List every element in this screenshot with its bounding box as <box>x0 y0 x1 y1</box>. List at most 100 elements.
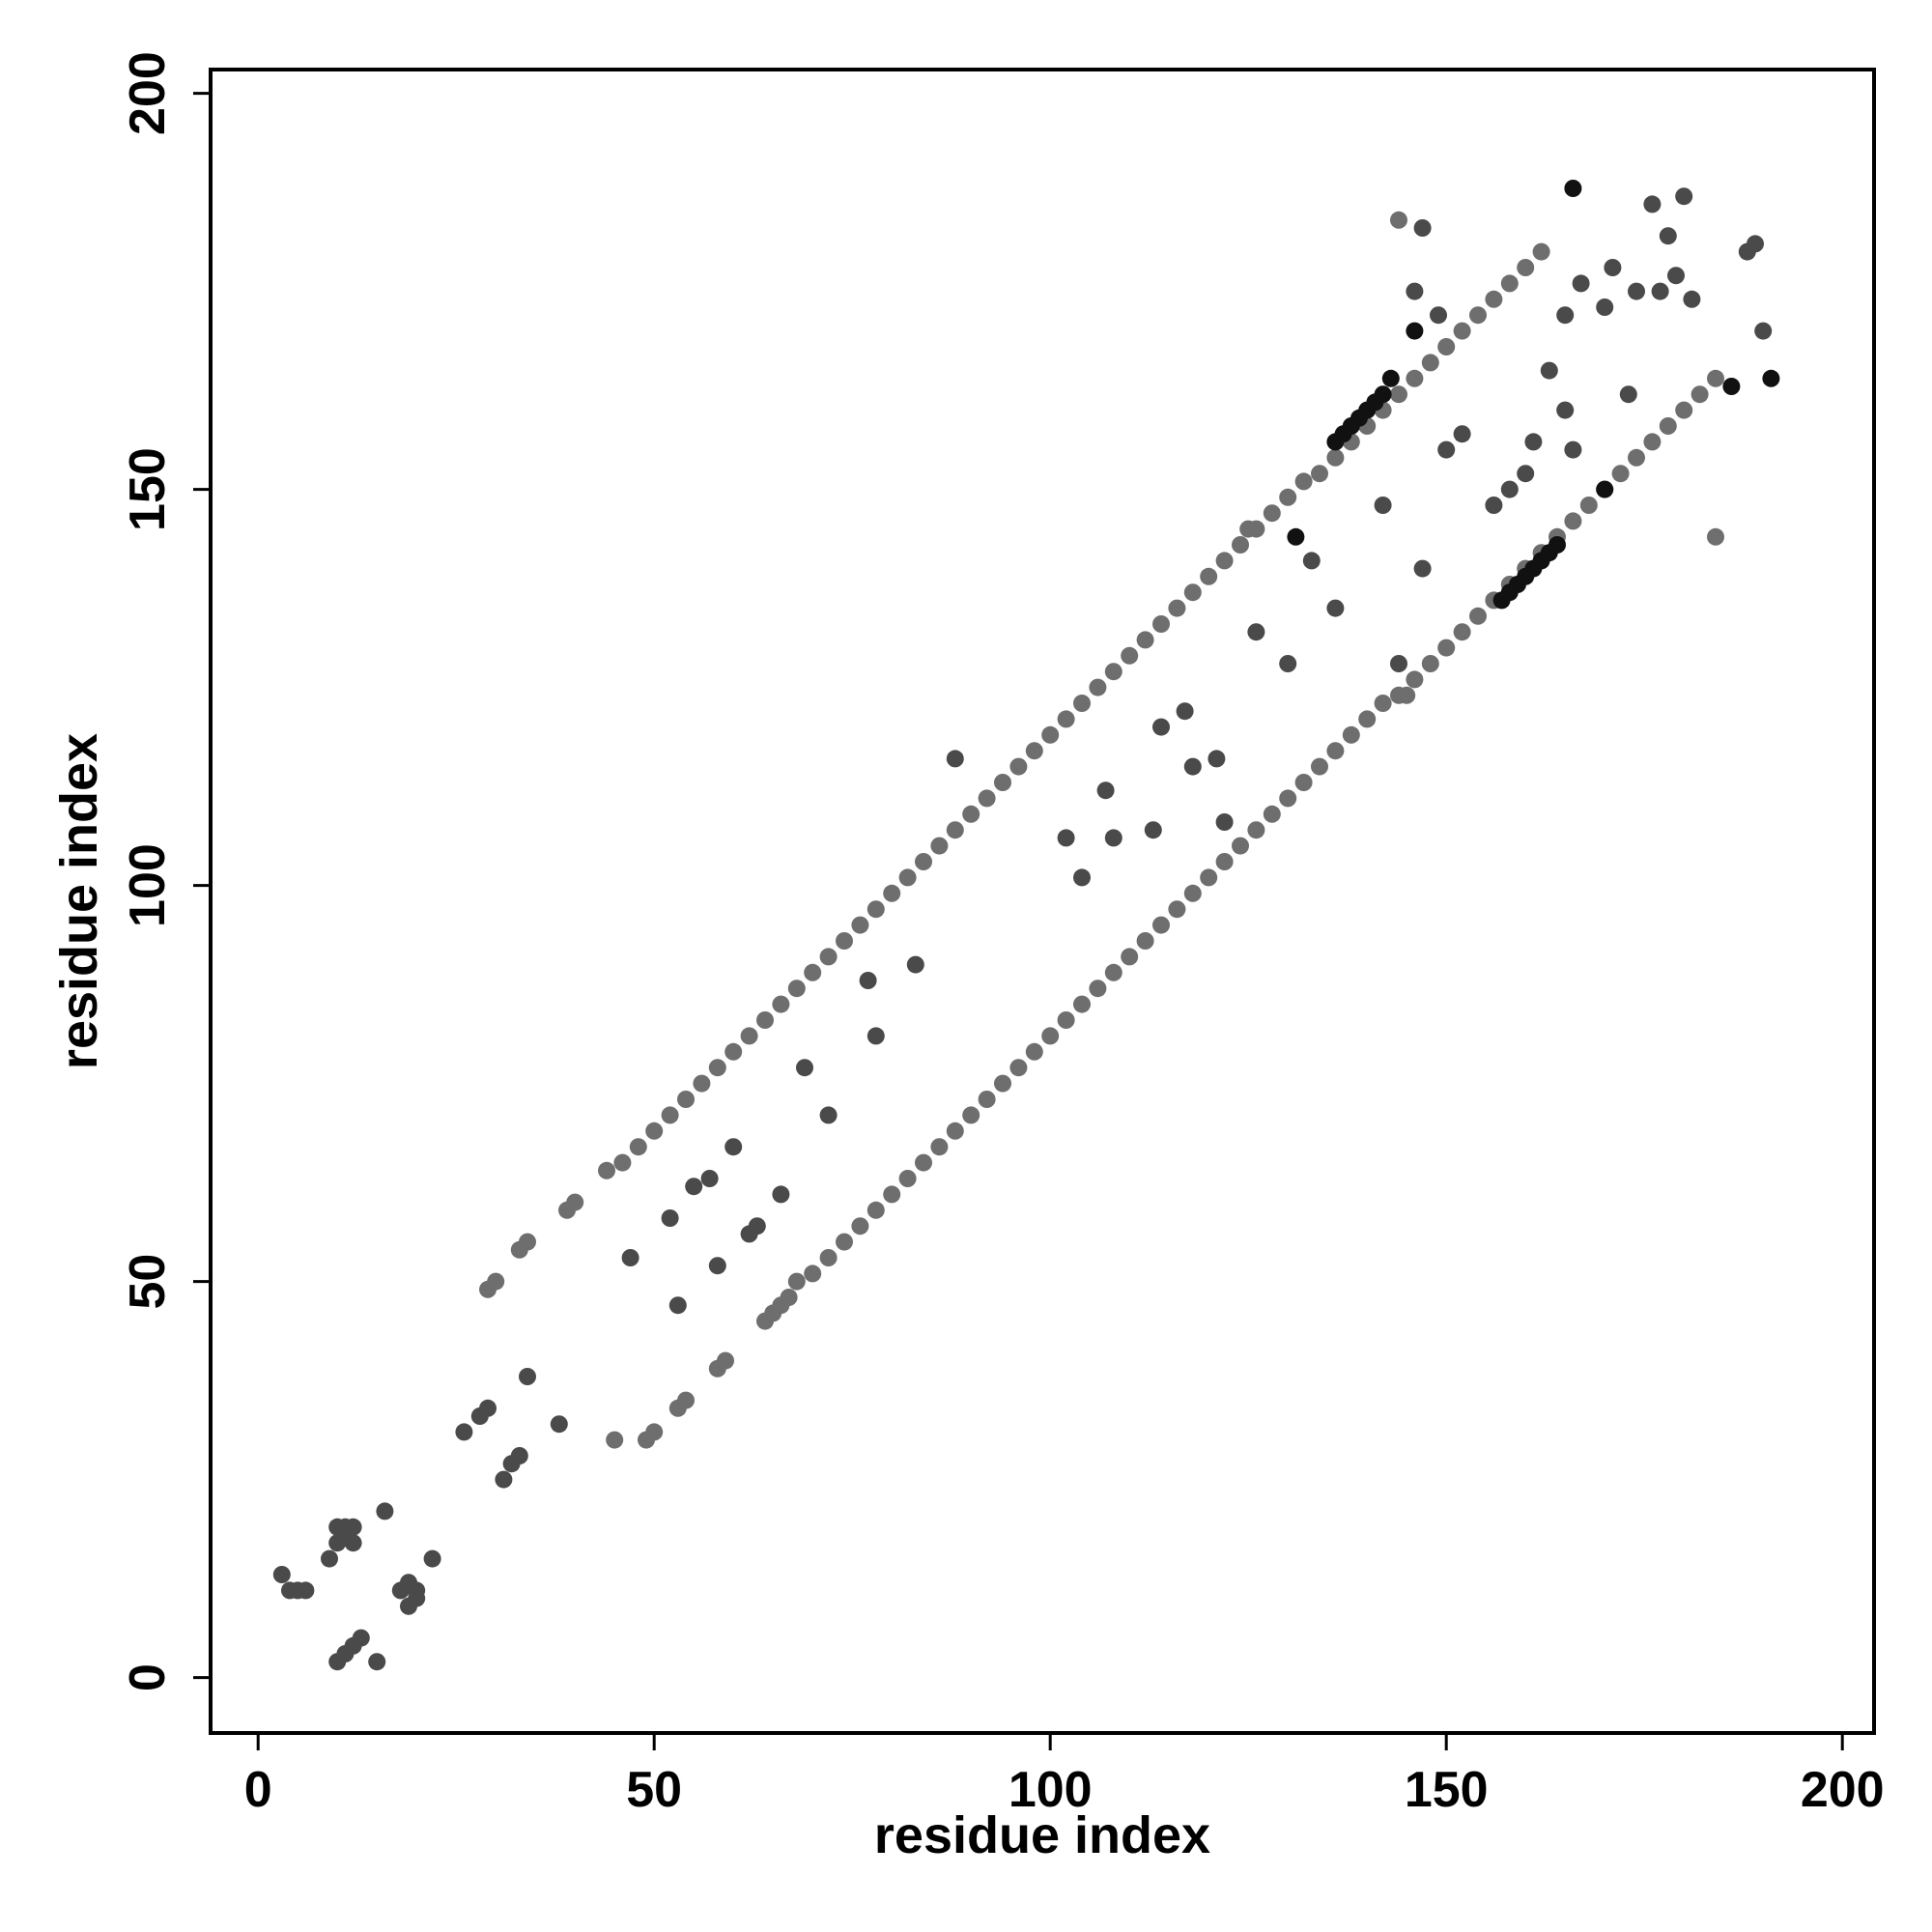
contact-point <box>1517 465 1535 483</box>
contact-point <box>1667 267 1685 285</box>
x-tick-label: 50 <box>626 1762 682 1818</box>
contact-point <box>717 1351 734 1370</box>
contact-point <box>1104 829 1122 847</box>
contact-point <box>1073 995 1091 1013</box>
contact-point <box>700 1170 719 1187</box>
contact-point <box>668 1296 687 1315</box>
contact-point <box>1579 497 1598 514</box>
contact-point <box>1168 900 1186 919</box>
contact-point <box>519 1233 536 1251</box>
contact-point <box>566 1193 584 1211</box>
contact-point <box>1073 695 1091 712</box>
contact-point <box>1263 805 1281 823</box>
y-tick-label: 50 <box>120 1254 176 1310</box>
contact-point <box>1437 639 1456 657</box>
contact-point <box>708 1059 726 1077</box>
contact-point <box>1381 369 1400 387</box>
contact-point <box>487 1272 505 1291</box>
contact-point <box>1390 385 1407 404</box>
contact-point <box>1326 448 1345 467</box>
contact-point <box>1208 750 1226 768</box>
contact-point <box>898 868 917 887</box>
contact-point <box>1311 465 1328 483</box>
contact-point <box>368 1653 386 1671</box>
contact-point <box>1057 710 1075 728</box>
contact-point <box>693 1074 711 1093</box>
x-tick-label: 0 <box>244 1762 272 1818</box>
contact-point <box>408 1589 426 1607</box>
contact-point <box>724 1042 743 1061</box>
contact-point <box>1707 527 1724 546</box>
contact-point <box>1089 678 1107 696</box>
x-axis: 0 50 100 150 200 <box>244 1733 1885 1818</box>
contact-point <box>645 1423 664 1441</box>
contact-point <box>621 1249 639 1266</box>
contact-point <box>1406 670 1424 689</box>
contact-point <box>1517 259 1535 276</box>
contact-point <box>1136 631 1154 649</box>
contact-point <box>1398 686 1416 704</box>
contact-point <box>685 1178 703 1196</box>
contact-point <box>1421 354 1439 372</box>
contact-point <box>930 1138 949 1156</box>
contact-point <box>1152 615 1170 633</box>
contact-point <box>344 1518 362 1536</box>
contact-point <box>1294 472 1313 491</box>
contact-point <box>1200 868 1218 887</box>
contact-point <box>1025 1042 1043 1061</box>
contact-point <box>297 1581 315 1600</box>
contact-point <box>1279 488 1297 506</box>
contact-point <box>836 1233 853 1251</box>
contact-point <box>1675 401 1693 419</box>
contact-point <box>661 1106 679 1124</box>
contact-point <box>1413 559 1432 578</box>
contact-point <box>859 972 877 989</box>
contact-point <box>352 1629 370 1647</box>
contact-point <box>724 1138 743 1156</box>
contact-point <box>1152 718 1170 736</box>
contact-point <box>1183 884 1202 902</box>
contact-point <box>1421 655 1439 672</box>
contact-point <box>1232 837 1249 855</box>
x-tick-label: 100 <box>1009 1762 1093 1818</box>
contact-point <box>915 853 932 870</box>
contact-point <box>1263 504 1281 523</box>
contact-point <box>1247 623 1265 641</box>
contact-point <box>962 805 980 823</box>
contact-point <box>1057 1011 1075 1029</box>
contact-point <box>748 1217 766 1236</box>
contact-point <box>1437 338 1456 355</box>
contact-point <box>867 1027 885 1045</box>
contact-point <box>883 1185 901 1204</box>
contact-point <box>962 1106 980 1124</box>
contact-point <box>1057 829 1075 847</box>
contact-point <box>1406 322 1424 340</box>
contact-point <box>1176 702 1194 721</box>
contact-point <box>1659 417 1677 435</box>
contact-point <box>756 1011 774 1029</box>
contact-point <box>1311 757 1328 776</box>
y-tick-label: 100 <box>120 843 176 927</box>
contact-point <box>510 1447 528 1464</box>
contact-point <box>1215 552 1234 570</box>
contact-point <box>1104 663 1122 681</box>
contact-point <box>772 1185 790 1204</box>
contact-point <box>780 1289 798 1306</box>
contact-point <box>1232 536 1249 554</box>
contact-point <box>1302 552 1321 570</box>
contact-point <box>946 750 964 768</box>
contact-point <box>930 837 949 855</box>
contact-point <box>629 1138 647 1156</box>
contact-point <box>804 963 822 981</box>
contact-point <box>1596 298 1614 316</box>
contact-point <box>819 1106 838 1124</box>
contact-point <box>1374 497 1392 514</box>
contact-point <box>1628 282 1645 300</box>
contact-point <box>787 980 806 998</box>
contact-point <box>1611 465 1630 483</box>
x-tick-label: 200 <box>1801 1762 1885 1818</box>
contact-point <box>1009 1059 1028 1077</box>
contact-point <box>1247 821 1265 839</box>
contact-point <box>495 1470 513 1489</box>
contact-point <box>1754 322 1773 340</box>
